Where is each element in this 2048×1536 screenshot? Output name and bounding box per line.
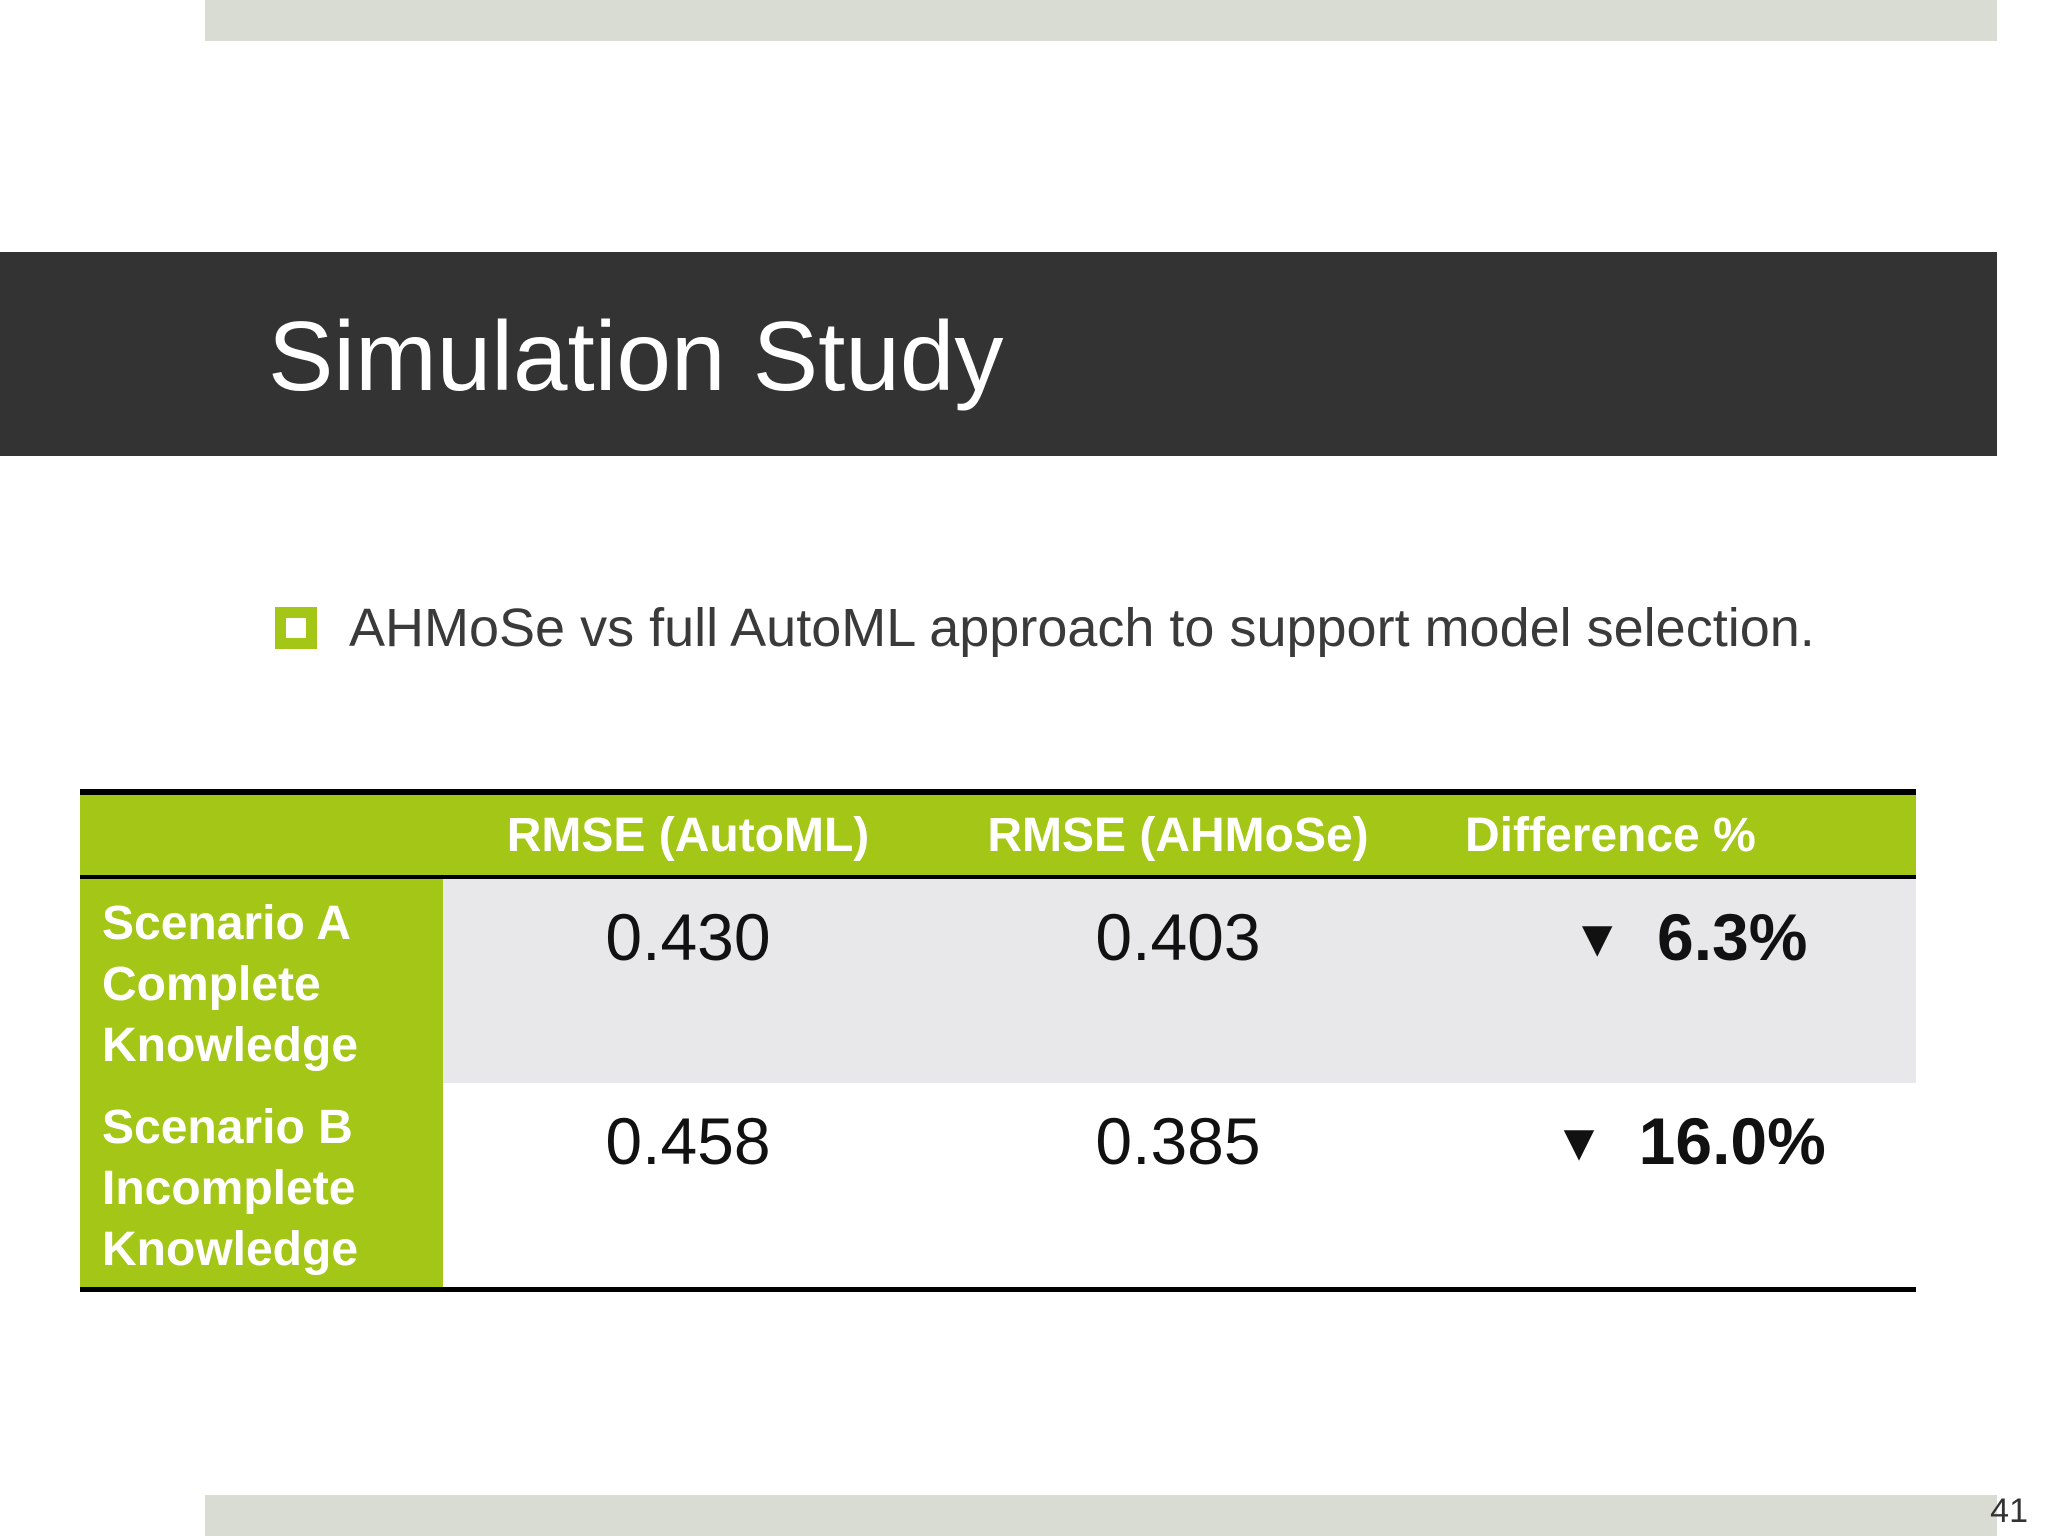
bullet-item: AHMoSe vs full AutoML approach to suppor… <box>275 592 1815 664</box>
difference-value-b: ▼ 16.0% <box>1553 1103 1826 1179</box>
header-empty-cell <box>80 789 443 879</box>
table-header-row: RMSE (AutoML) RMSE (AHMoSe) Difference % <box>80 789 1916 879</box>
row-label-line: Scenario A <box>102 897 351 950</box>
difference-text-a: 6.3% <box>1657 900 1808 974</box>
row-label-line: Complete <box>102 958 321 1011</box>
row-label-line: Scenario B <box>102 1101 353 1154</box>
row-label-line: Knowledge <box>102 1223 359 1276</box>
cell-rmse-ahmose-b: 0.385 <box>933 1083 1423 1292</box>
results-table: RMSE (AutoML) RMSE (AHMoSe) Difference %… <box>80 789 1916 1292</box>
slide-number: 41 <box>1990 1492 2028 1530</box>
table-row-scenario-a: Scenario A Complete Knowledge 0.430 0.40… <box>80 877 1916 1083</box>
cell-rmse-ahmose-a: 0.403 <box>933 877 1423 1083</box>
bullet-text: AHMoSe vs full AutoML approach to suppor… <box>349 598 1815 658</box>
top-decor-band <box>205 0 1997 41</box>
square-bullet-icon <box>275 607 317 649</box>
difference-value-a: ▼ 6.3% <box>1572 899 1808 975</box>
row-label-line: Incomplete <box>102 1162 356 1215</box>
cell-rmse-automl-b: 0.458 <box>443 1083 933 1292</box>
header-difference: Difference % <box>1423 789 1916 879</box>
down-arrow-icon: ▼ <box>1553 1114 1605 1172</box>
title-bar <box>0 252 1997 456</box>
table-row-scenario-b: Scenario B Incomplete Knowledge 0.458 0.… <box>80 1083 1916 1292</box>
cell-rmse-automl-a: 0.430 <box>443 877 933 1083</box>
cell-difference-b: ▼ 16.0% <box>1423 1083 1916 1292</box>
row-label-scenario-b: Scenario B Incomplete Knowledge <box>80 1083 443 1292</box>
row-label-line: Knowledge <box>102 1019 359 1072</box>
down-arrow-icon: ▼ <box>1571 910 1624 968</box>
header-rmse-automl: RMSE (AutoML) <box>443 789 933 879</box>
row-label-scenario-a: Scenario A Complete Knowledge <box>80 877 443 1083</box>
difference-text-b: 16.0% <box>1638 1104 1826 1178</box>
slide-title: Simulation Study <box>268 301 1004 411</box>
cell-difference-a: ▼ 6.3% <box>1423 877 1916 1083</box>
header-rmse-ahmose: RMSE (AHMoSe) <box>933 789 1423 879</box>
bottom-decor-band <box>205 1495 1997 1536</box>
